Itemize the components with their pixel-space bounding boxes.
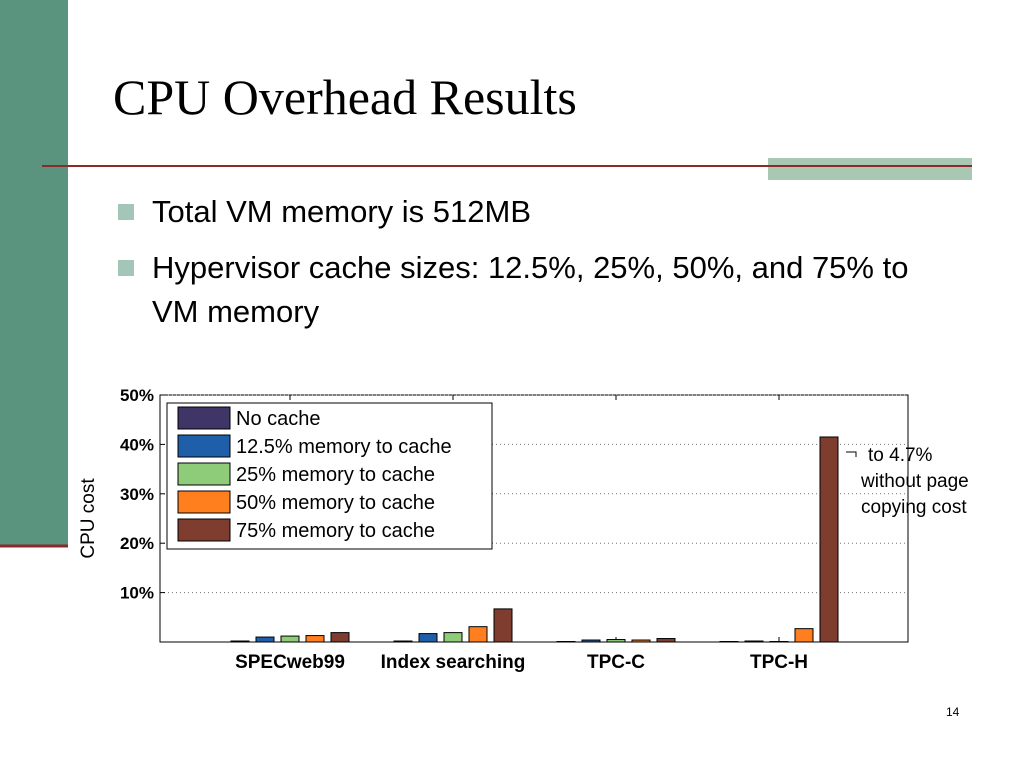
x-tick-label: TPC-C (587, 652, 645, 673)
accent-block (768, 158, 972, 180)
page-number: 14 (946, 705, 960, 719)
annotation-marker (846, 451, 857, 457)
y-tick-label: 20% (120, 534, 154, 553)
legend-label: 12.5% memory to cache (236, 436, 452, 458)
bar (581, 639, 601, 643)
annotation: to 4.7% (868, 445, 933, 466)
bar (656, 638, 676, 643)
legend-swatch (177, 490, 231, 514)
legend-label: 25% memory to cache (236, 464, 435, 486)
annotation: copying cost (861, 497, 967, 518)
bar (631, 639, 651, 643)
bar (280, 635, 300, 643)
legend-swatch (177, 518, 231, 542)
y-tick-label: 50% (120, 386, 154, 405)
annotation: without page (860, 471, 969, 492)
bar (744, 640, 764, 643)
bar (468, 626, 488, 643)
y-tick-label: 10% (120, 584, 154, 603)
legend-swatch (177, 434, 231, 458)
y-axis-label: CPU cost (78, 478, 99, 559)
bar (493, 608, 513, 643)
bar (819, 436, 839, 643)
x-tick-label: SPECweb99 (235, 652, 345, 673)
bar (330, 632, 350, 643)
legend-swatch (177, 462, 231, 486)
bullet: Total VM memory is 512MB (116, 190, 916, 234)
bar (255, 636, 275, 643)
x-tick-label: TPC-H (750, 652, 808, 673)
bullet-list: Total VM memory is 512MB Hypervisor cach… (116, 190, 916, 346)
slide-title: CPU Overhead Results (113, 69, 577, 125)
x-tick-label: Index searching (381, 652, 526, 673)
y-tick-label: 40% (120, 435, 154, 454)
bar (393, 640, 413, 643)
legend-label: 75% memory to cache (236, 520, 435, 542)
bar (305, 635, 325, 643)
y-tick-label: 30% (120, 485, 154, 504)
legend-label: No cache (236, 408, 321, 430)
legend-swatch (177, 406, 231, 430)
bar (418, 633, 438, 643)
bar (443, 632, 463, 643)
legend-label: 50% memory to cache (236, 492, 435, 514)
side-bar (0, 0, 68, 546)
bar (230, 640, 250, 643)
bar (606, 639, 626, 643)
bullet: Hypervisor cache sizes: 12.5%, 25%, 50%,… (116, 246, 916, 334)
bar (794, 628, 814, 643)
